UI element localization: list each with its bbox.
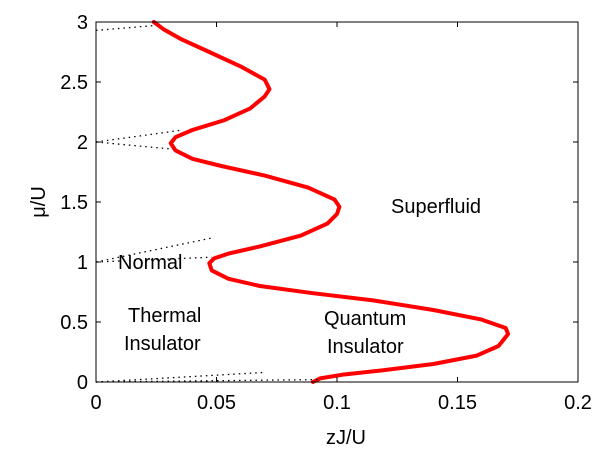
region-label-thermal: Thermal (128, 305, 201, 327)
y-tick-label-6: 3 (77, 12, 88, 34)
x-tick-label-1: 0.05 (197, 392, 236, 414)
region-label-normal: Normal (118, 252, 182, 274)
x-tick-label-2: 0.1 (323, 392, 351, 414)
y-tick-label-0: 0 (77, 372, 88, 394)
region-label-quantum-insulator: Insulator (327, 336, 404, 358)
normal-boundary-dotted-5 (95, 24, 154, 32)
boundary-line-red (151, 20, 511, 384)
x-tick-label-4: 0.2 (564, 392, 592, 414)
normal-boundary-dotted-7 (95, 371, 265, 383)
x-tick-label-3: 0.15 (438, 392, 477, 414)
y-axis-label: μ/U (28, 186, 50, 218)
normal-boundary-dotted-4 (95, 129, 183, 143)
region-label-quantum: Quantum (324, 308, 406, 330)
y-tick-label-3: 1.5 (60, 192, 88, 214)
axis-tick-labels: 0 0.05 0.1 0.15 0.2 0 0.5 1 1.5 2 2.5 3 (60, 12, 592, 414)
region-label-superfluid: Superfluid (391, 196, 481, 218)
y-tick-label-5: 2.5 (60, 72, 88, 94)
y-tick-label-2: 1 (77, 252, 88, 274)
y-tick-label-4: 2 (77, 132, 88, 154)
x-tick-label-0: 0 (90, 392, 101, 414)
region-label-thermal-insulator: Insulator (124, 333, 201, 355)
normal-boundary-dotted-3 (95, 141, 174, 150)
plot-lines (95, 20, 511, 384)
normal-boundary-dotted-6 (95, 378, 318, 383)
x-axis-label: zJ/U (326, 427, 366, 449)
region-labels: Superfluid Normal Thermal Insulator Quan… (118, 196, 481, 358)
axis-ticks (95, 21, 579, 383)
y-tick-label-1: 0.5 (60, 312, 88, 334)
